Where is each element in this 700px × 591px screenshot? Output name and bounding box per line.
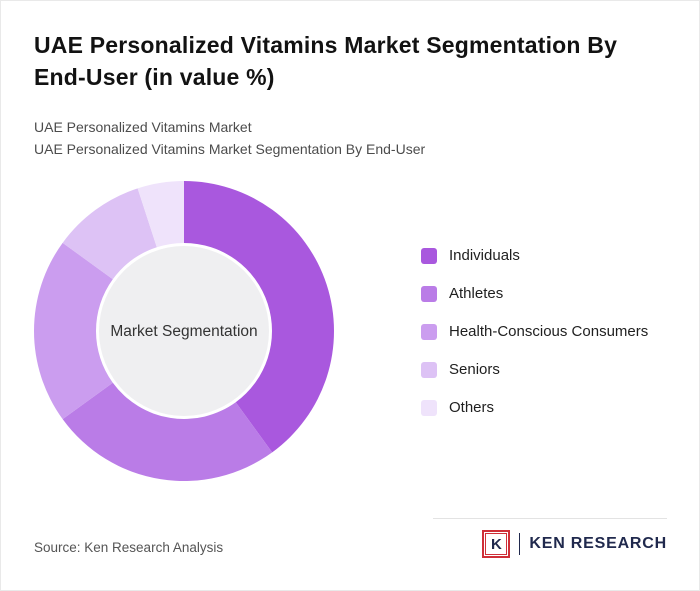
legend-label: Individuals (449, 247, 520, 264)
logo-separator (519, 533, 521, 555)
legend-swatch (421, 362, 437, 378)
ken-research-logo: K KEN RESEARCH (482, 530, 667, 558)
chart-legend: Individuals Athletes Health-Conscious Cons… (421, 248, 648, 438)
pie-slice-athletes (62, 382, 273, 481)
source-text: Source: Ken Research Analysis (34, 540, 224, 555)
logo-k-icon: K (482, 530, 511, 558)
legend-item-others: Others (421, 400, 648, 416)
legend-swatch (421, 400, 437, 416)
pie-slice-health-conscious-consumers (34, 242, 113, 420)
donut-chart-svg: Market Segmentation (34, 181, 334, 481)
legend-label: Health-Conscious Consumers (449, 323, 649, 340)
subtitle-line-2: UAE Personalized Vitamins Market Segment… (34, 141, 426, 157)
pie-slice-seniors (62, 188, 157, 280)
legend-swatch (421, 248, 437, 264)
chart-center-label: Market Segmentation (110, 323, 257, 340)
pie-slice-individuals (184, 181, 334, 453)
legend-item-health-conscious-consumers: Health-Conscious Consumers (421, 324, 648, 340)
legend-item-athletes: Athletes (421, 286, 648, 302)
legend-label: Others (449, 399, 495, 416)
legend-swatch (421, 286, 437, 302)
subtitle-line-1: UAE Personalized Vitamins Market (34, 119, 252, 135)
donut-chart: Market Segmentation (34, 181, 334, 481)
legend-swatch (421, 324, 437, 340)
logo-k-letter: K (490, 535, 502, 553)
page-title: UAE Personalized Vitamins Market Segment… (34, 32, 618, 90)
legend-label: Seniors (449, 361, 500, 378)
pie-slice-others (137, 181, 184, 248)
donut-center (99, 246, 269, 416)
legend-item-individuals: Individuals (421, 248, 648, 264)
logo-brand-text: KEN RESEARCH (529, 535, 667, 552)
legend-label: Athletes (449, 285, 504, 302)
subtitle-block: UAE Personalized Vitamins Market UAE Per… (34, 116, 425, 160)
legend-item-seniors: Seniors (421, 362, 648, 378)
footer-divider (433, 518, 667, 519)
